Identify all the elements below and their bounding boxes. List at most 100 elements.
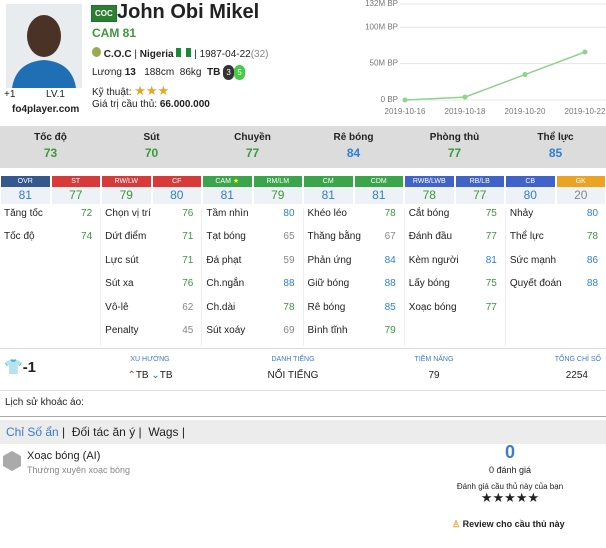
attribute: Dứt điểm 71 [105,231,193,242]
stat-label: Chuyền [234,132,271,143]
attribute-column: Cắt bóng 75 Đánh đầu 77 Kèm người 81 Lấy bóng 7… [403,208,505,346]
attribute-label: Chọn vị trí [105,208,151,219]
attribute-label: Dứt điểm [105,231,147,243]
position-value: 81 [203,187,252,204]
review-button-text[interactable]: Review cho cầu thủ này [462,519,565,529]
attribute-value: 77 [485,301,497,313]
attribute-label: Đánh đầu [408,231,453,243]
attribute-value: 67 [384,231,396,243]
point [522,72,528,78]
divider [0,390,606,391]
point [402,97,408,103]
reputation-label: DANH TIẾNG [271,356,315,363]
position-value: 81 [1,187,50,204]
total-label: TỔNG CHỈ SỐ [554,356,601,363]
attribute-label: Tầm nhìn [206,208,249,219]
trend-defense: TB [159,370,173,381]
shirt: 👕-1 [4,359,37,376]
position-name: OVR [17,178,33,185]
position: CAM [92,26,120,40]
attribute-label: Tạt bóng [206,231,246,243]
tab[interactable]: Wags [148,425,179,439]
attribute-label: Bình tĩnh [307,325,348,336]
attribute: Giữ bóng 88 [308,278,396,289]
y-tick-label: 50M BP [370,59,398,68]
position: RM/LM 79 [253,176,302,206]
attribute-label: Tốc độ [4,231,35,243]
attribute-label: Vô-lê [105,301,129,313]
trait-name: Xoạc bóng (AI) [27,450,101,462]
attribute: Bình tĩnh 79 [308,325,396,336]
line [404,51,586,101]
tab[interactable]: Đối tác ăn ý [71,425,136,439]
stat: Tốc độ 73 [0,126,101,168]
stat-label: Thể lực [537,132,574,143]
stat-label: Tốc độ [34,132,67,143]
player-name: John Obi Mikel [117,1,260,23]
club-icon [92,47,101,57]
position-label: OVR [1,176,50,187]
main-position: CAM 81 [92,26,136,40]
attribute: Sút xoáy 69 [206,325,294,336]
position-label: CF [152,176,201,187]
point [462,94,468,100]
attribute-label: Đá phạt [206,254,242,266]
salary-label: Lương [92,67,122,78]
photo-silhouette [12,15,76,88]
position-label: GK [556,176,605,187]
position-label: CB [506,176,555,187]
player-photo [6,4,82,88]
attribute-value: 65 [283,231,295,243]
stat: Sút 70 [101,126,202,168]
price-chart: 0 BP 50M BP 100M BP 132M BP 2019-10-16 2019-1… [365,0,606,116]
attribute-value: 86 [586,254,599,266]
attribute-label: Sút xa [105,278,134,290]
potential-label: TIỀM NĂNG [414,356,454,363]
attribute-value: 81 [485,254,497,266]
tab[interactable]: Chỉ Số ẩn [6,425,59,439]
position: CDM 81 [354,176,403,206]
attribute: Ch.ngắn 88 [206,278,294,289]
review-stars[interactable]: ★★★★★ [480,490,540,505]
upgrade: +1 [4,89,16,100]
x-tick-label: 2019-10-22 [565,107,606,116]
right-foot: 5 [234,65,246,80]
position-name: RB/LB [469,178,490,185]
position: OVR 81 [1,176,50,206]
attribute: Cắt bóng 75 [409,208,497,219]
height: 188cm [144,67,175,78]
position-label: RW/LW [102,176,151,187]
attribute-value: 78 [283,301,295,313]
nation: Nigeria [139,49,174,60]
attribute-label: Quyết đoán [509,278,562,290]
attribute: Thể lực 78 [510,231,598,242]
attribute-value: 72 [81,208,93,219]
review-button[interactable]: ♙ Review cho cầu thủ này [452,519,565,529]
stat-value: 77 [245,146,260,160]
attribute: Tầm nhìn 80 [206,208,294,219]
stat: Phòng thủ 77 [404,126,505,168]
stat-value: 84 [346,146,361,160]
y-tick-label: 100M BP [365,22,398,31]
value: 66.000.000 [159,99,210,110]
attribute-value: 69 [283,325,295,336]
attribute-value: 88 [384,278,396,290]
attribute: Chọn vị trí 76 [105,208,193,219]
positions: OVR 81 ST 77 RW/LW 79 CF 80 CAM ★ 81 RM/LM 79 CM 81 CD… [0,176,606,206]
attribute-label: Sút xoáy [206,325,246,336]
divider [0,348,606,349]
position-label: RB/LB [455,176,504,187]
position: RB/LB 77 [455,176,504,206]
attribute-value: 88 [586,278,599,290]
stat-value: 73 [43,146,58,160]
position-value: 79 [253,187,302,204]
attribute-value: 88 [283,278,295,290]
reputation: NỔI TIẾNG [267,370,319,381]
attribute: Phản ứng 84 [308,255,396,266]
skill-stars: ★★★ [134,83,170,98]
attribute: Tạt bóng 65 [206,231,294,242]
attribute-value: 84 [384,254,396,266]
position-name: RW/LW [114,178,138,185]
position: ST 77 [51,176,100,206]
